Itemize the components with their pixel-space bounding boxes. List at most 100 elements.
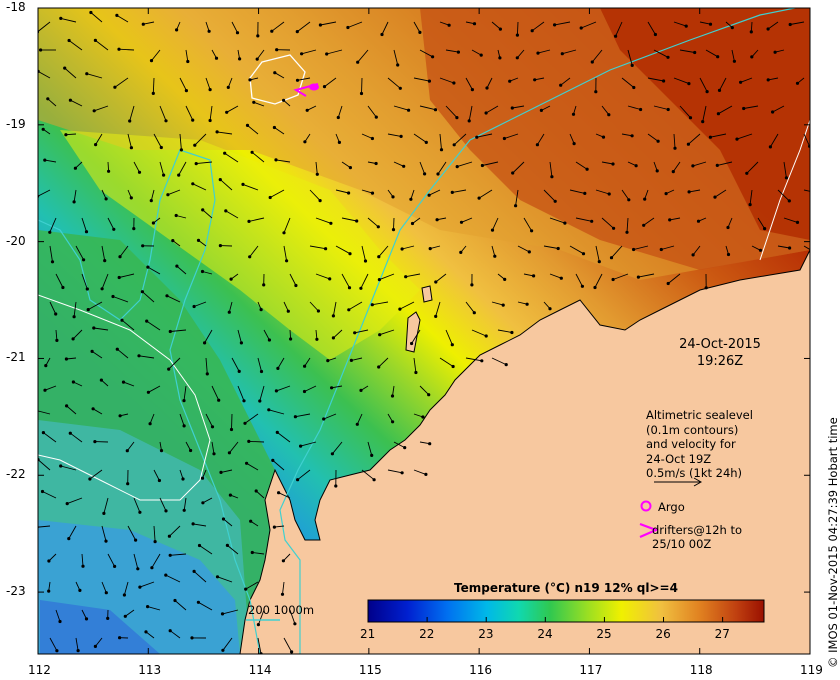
velocity-vector-head (67, 537, 71, 541)
velocity-vector (731, 49, 735, 62)
velocity-vector (653, 49, 669, 58)
velocity-vector-head (175, 264, 179, 268)
velocity-vector (653, 105, 669, 110)
velocity-vector (331, 385, 343, 389)
velocity-vector (478, 189, 493, 199)
velocity-vector-head (431, 55, 435, 59)
velocity-vector (183, 385, 187, 401)
velocity-vector (379, 273, 395, 281)
velocity-vector (176, 215, 187, 219)
velocity-vector-head (149, 199, 153, 203)
velocity-vector (60, 17, 77, 23)
velocity-vector-head (688, 116, 693, 120)
velocity-vector (430, 245, 441, 250)
velocity-vector (471, 49, 482, 56)
velocity-vector (803, 133, 810, 147)
velocity-vector-head (224, 209, 228, 213)
velocity-vector-head (726, 225, 730, 230)
velocity-vector-head (548, 307, 552, 311)
colorbar-tick-label: 27 (714, 627, 730, 641)
timestamp-label: 24-Oct-2015 19:26Z (660, 336, 780, 370)
velocity-vector-head (250, 150, 254, 154)
velocity-vector-head (104, 591, 108, 595)
velocity-vector (247, 125, 259, 135)
colorbar-ticks (367, 617, 724, 622)
velocity-vector (647, 77, 664, 82)
velocity-vector (133, 497, 141, 513)
velocity-vector (159, 497, 167, 512)
velocity-vector (257, 637, 262, 654)
velocity-vector-head (249, 519, 253, 523)
velocity-vector (517, 245, 530, 253)
velocity-vector-head (475, 135, 479, 139)
velocity-vector-head (370, 453, 374, 457)
velocity-vector-head (398, 307, 402, 311)
velocity-vector (168, 357, 181, 370)
velocity-vector (223, 518, 233, 527)
velocity-vector (123, 381, 135, 387)
colorbar-tick-label: 21 (360, 627, 376, 641)
velocity-vector-head (275, 430, 279, 434)
velocity-vector-head (771, 110, 775, 114)
velocity-vector (692, 161, 707, 167)
velocity-vector-head (99, 378, 103, 382)
velocity-vector (718, 105, 733, 115)
velocity-vector (289, 273, 297, 286)
velocity-vector (159, 161, 165, 176)
velocity-vector (537, 133, 545, 145)
velocity-vector (248, 440, 265, 443)
velocity-vector-head (735, 137, 739, 141)
velocity-vector (179, 133, 182, 150)
drifters-label: drifters@12h to 25/10 00Z (652, 523, 742, 551)
drifter-marker (293, 83, 319, 97)
colorbar-tick-label: 23 (478, 627, 494, 641)
velocity-vector-head (141, 244, 145, 248)
velocity-vector (202, 497, 213, 504)
velocity-vector-head (671, 170, 675, 174)
velocity-vector-head (579, 26, 583, 30)
velocity-vector-head (247, 219, 251, 223)
velocity-vector-head (642, 223, 646, 227)
velocity-vector-head (175, 28, 179, 32)
velocity-vector (626, 217, 629, 233)
velocity-vector (341, 217, 357, 222)
velocity-vector-head (300, 52, 304, 56)
velocity-vector-head (47, 559, 51, 563)
velocity-vector-head (55, 338, 59, 342)
velocity-vector-head (691, 253, 695, 257)
velocity-vector (145, 631, 155, 639)
velocity-vector-head (410, 341, 414, 346)
velocity-vector-head (396, 63, 400, 67)
x-tick-label: 115 (358, 663, 382, 677)
velocity-vector-head (218, 178, 222, 182)
velocity-vector-head (636, 275, 641, 279)
velocity-vector-head (225, 543, 229, 548)
velocity-vector (351, 357, 363, 361)
velocity-vector (196, 161, 213, 165)
velocity-vector (153, 525, 156, 542)
velocity-vector (627, 49, 633, 66)
velocity-vector (439, 77, 455, 84)
velocity-vector (491, 357, 507, 366)
velocity-vector-head (347, 308, 351, 312)
velocity-vector (595, 189, 610, 195)
velocity-vector (413, 77, 430, 82)
velocity-vector (282, 581, 285, 595)
velocity-vector-head (182, 508, 186, 512)
velocity-vector-head (256, 623, 260, 627)
velocity-vector (803, 189, 810, 192)
velocity-vector-head (612, 226, 616, 230)
velocity-vector-head (104, 539, 108, 543)
x-axis (37, 8, 811, 654)
velocity-vector (49, 245, 53, 262)
velocity-vector-head (347, 191, 351, 195)
velocity-vector-head (380, 32, 384, 37)
velocity-vector (231, 21, 238, 33)
velocity-vector-head (168, 329, 172, 334)
velocity-vector (225, 210, 239, 219)
velocity-vector-head (353, 331, 357, 335)
velocity-vector-head (653, 32, 658, 37)
argo-symbol (640, 500, 652, 512)
velocity-vector-head (117, 47, 121, 51)
velocity-vector-head (221, 517, 226, 521)
